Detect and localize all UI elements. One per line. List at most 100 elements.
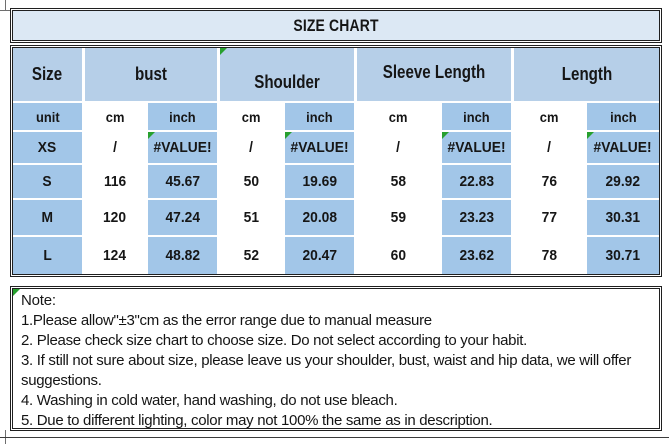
value-cell: 120 bbox=[85, 200, 145, 235]
value-cell: 77 bbox=[514, 200, 584, 235]
value-cell: 48.82 bbox=[148, 237, 217, 274]
unit-cell-inch: inch bbox=[148, 103, 217, 130]
cell-text: unit bbox=[35, 108, 60, 125]
header-cell-length: Length bbox=[514, 48, 659, 101]
cell-text: 22.83 bbox=[459, 173, 494, 190]
unit-cell-cm: cm bbox=[220, 103, 282, 130]
header-label: Shoulder bbox=[254, 72, 320, 92]
value-cell: 116 bbox=[85, 165, 145, 198]
value-cell: 124 bbox=[85, 237, 145, 274]
cell-text: M bbox=[41, 209, 54, 226]
size-table: Size bust Shoulder Sleeve Length Length unit… bbox=[10, 45, 662, 277]
size-cell-s: S bbox=[13, 165, 82, 198]
note-line: 3. If still not sure about size, please … bbox=[21, 352, 632, 389]
value-cell: 19.69 bbox=[285, 165, 354, 198]
cell-text: 48.82 bbox=[165, 247, 200, 264]
header-cell-sleeve-length: Sleeve Length bbox=[357, 48, 511, 101]
value-cell: 29.92 bbox=[587, 165, 659, 198]
size-cell-l: L bbox=[13, 237, 82, 274]
cell-text: #VALUE! bbox=[593, 139, 653, 156]
value-cell: 58 bbox=[357, 165, 439, 198]
note-line: 2. Please check size chart to choose siz… bbox=[21, 332, 527, 349]
value-cell: #VALUE! bbox=[442, 132, 511, 163]
cell-text: #VALUE! bbox=[290, 139, 349, 156]
value-cell: 22.83 bbox=[442, 165, 511, 198]
cell-text: cm bbox=[241, 108, 261, 125]
value-cell: 78 bbox=[514, 237, 584, 274]
value-cell: #VALUE! bbox=[285, 132, 354, 163]
cell-text: cm bbox=[539, 108, 559, 125]
header-label: Sleeve Length bbox=[382, 62, 486, 82]
note-heading: Note: bbox=[21, 292, 56, 309]
page-title: SIZE CHART bbox=[293, 15, 379, 35]
cell-text: 120 bbox=[103, 209, 127, 226]
cell-text: cm bbox=[388, 108, 408, 125]
value-cell: 45.67 bbox=[148, 165, 217, 198]
value-cell: #VALUE! bbox=[148, 132, 217, 163]
header-label: Size bbox=[32, 64, 63, 84]
value-cell: 52 bbox=[220, 237, 282, 274]
size-cell-m: M bbox=[13, 200, 82, 235]
sheet-gridline bbox=[0, 437, 669, 438]
cell-text: 23.23 bbox=[459, 209, 494, 226]
table-header-row: Size bust Shoulder Sleeve Length Length bbox=[13, 48, 659, 101]
cell-text: 52 bbox=[243, 247, 259, 264]
header-cell-shoulder: Shoulder bbox=[220, 48, 354, 101]
cell-text: 50 bbox=[243, 173, 259, 190]
header-label: Length bbox=[561, 64, 612, 84]
value-cell: 20.47 bbox=[285, 237, 354, 274]
sheet-gridline bbox=[0, 10, 10, 11]
cell-text: S bbox=[42, 173, 53, 190]
cell-text: / bbox=[547, 139, 551, 156]
value-cell: / bbox=[85, 132, 145, 163]
header-cell-size: Size bbox=[13, 48, 82, 101]
value-cell: 50 bbox=[220, 165, 282, 198]
unit-cell-cm: cm bbox=[85, 103, 145, 130]
cell-text: 47.24 bbox=[165, 209, 200, 226]
cell-text: / bbox=[396, 139, 400, 156]
value-cell: 51 bbox=[220, 200, 282, 235]
cell-text: 19.69 bbox=[302, 173, 337, 190]
unit-cell-inch: inch bbox=[285, 103, 354, 130]
cell-text: / bbox=[113, 139, 117, 156]
cell-text: inch bbox=[609, 108, 637, 125]
cell-text: 76 bbox=[541, 173, 557, 190]
value-cell: 76 bbox=[514, 165, 584, 198]
cell-text: 59 bbox=[390, 209, 406, 226]
note-line: 1.Please allow"±3"cm as the error range … bbox=[21, 312, 432, 329]
error-indicator-icon bbox=[285, 132, 292, 139]
cell-text: #VALUE! bbox=[153, 139, 212, 156]
unit-cell: unit bbox=[13, 103, 82, 130]
value-cell: 30.71 bbox=[587, 237, 659, 274]
header-cell-bust: bust bbox=[85, 48, 217, 101]
cell-text: inch bbox=[169, 108, 196, 125]
unit-cell-cm: cm bbox=[357, 103, 439, 130]
unit-cell-inch: inch bbox=[442, 103, 511, 130]
value-cell: 23.23 bbox=[442, 200, 511, 235]
cell-text: 60 bbox=[390, 247, 406, 264]
header-label: bust bbox=[135, 64, 167, 84]
cell-text: 77 bbox=[541, 209, 557, 226]
value-cell: / bbox=[220, 132, 282, 163]
note-line: 4. Washing in cold water, hand washing, … bbox=[21, 392, 398, 409]
note-line: 5. Due to different lighting, color may … bbox=[21, 412, 493, 429]
cell-text: inch bbox=[306, 108, 333, 125]
cell-text: 51 bbox=[243, 209, 259, 226]
value-cell: 59 bbox=[357, 200, 439, 235]
error-indicator-icon bbox=[442, 132, 449, 139]
title-band: SIZE CHART bbox=[10, 8, 662, 43]
cell-text: L bbox=[43, 247, 52, 264]
value-cell: / bbox=[357, 132, 439, 163]
cell-text: 116 bbox=[103, 173, 127, 190]
error-indicator-icon bbox=[148, 132, 155, 139]
value-cell: 20.08 bbox=[285, 200, 354, 235]
note-box: Note: 1.Please allow"±3"cm as the error … bbox=[10, 286, 662, 431]
cell-text: 58 bbox=[390, 173, 406, 190]
cell-text: 20.47 bbox=[302, 247, 337, 264]
cell-text: 78 bbox=[541, 247, 557, 264]
cell-text: XS bbox=[38, 139, 57, 156]
error-indicator-icon bbox=[220, 48, 227, 55]
sheet-gridline bbox=[5, 0, 6, 10]
cell-text: 124 bbox=[103, 247, 127, 264]
